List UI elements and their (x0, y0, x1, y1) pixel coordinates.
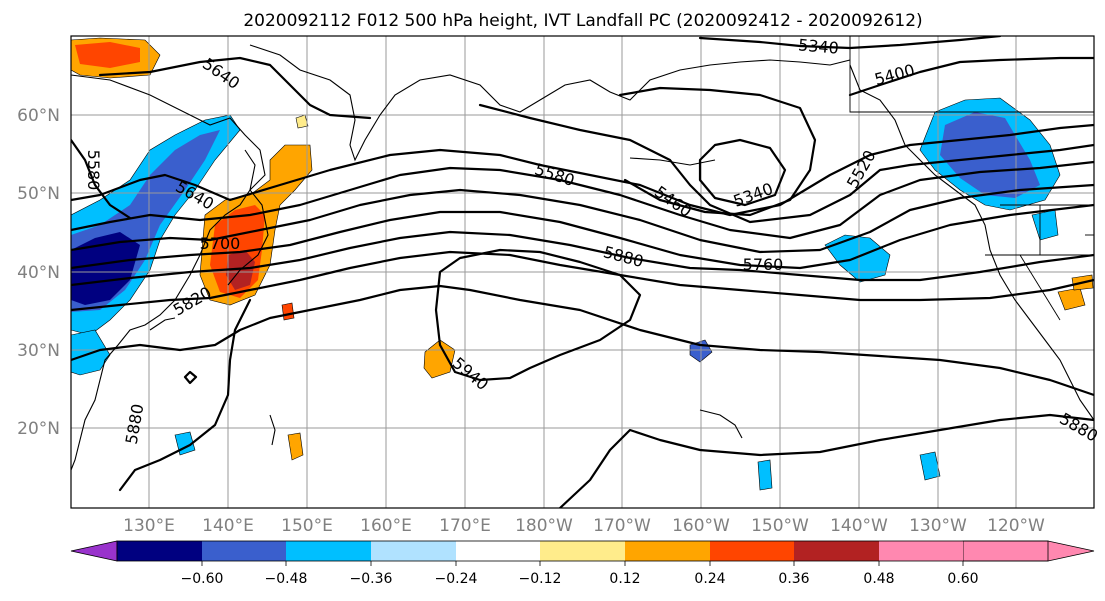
contour-5700 (71, 203, 1094, 270)
longitude-labels: 130°E 140°E 150°E 160°E 170°E 180°W 170°… (123, 516, 1045, 536)
contour-5760 (71, 230, 1094, 287)
contour-label-5580-mid: 5580 (532, 159, 577, 190)
colorbar-segment (117, 541, 202, 561)
colorbar-segment (625, 541, 710, 561)
contour-5880-se (558, 413, 1094, 508)
lat-label: 60°N (17, 106, 60, 126)
colorbar-tick-label: 0.36 (778, 571, 809, 587)
colorbar-tick-label: −0.48 (265, 571, 308, 587)
plot-title: 2020092112 F012 500 hPa height, IVT Land… (243, 11, 922, 31)
contour-low-center (698, 138, 787, 207)
shade-positive-patch4 (1057, 287, 1086, 311)
contour-5880-sw (118, 298, 252, 492)
lat-label: 30°N (17, 341, 60, 361)
colorbar-tick-label: −0.60 (181, 571, 224, 587)
contour-5400-north (848, 56, 1094, 97)
shade-negative-east-mid (940, 112, 1040, 198)
contour-5340-low (618, 86, 817, 217)
contour-5460 (478, 103, 1094, 224)
contour-small-circle (183, 370, 198, 385)
colorbar-tick-label: 0.12 (609, 571, 640, 587)
contour-label-5820: 5820 (170, 283, 215, 320)
contour-labels: 5340 5400 5640 5580 5580 5640 5700 5820 … (84, 35, 1101, 445)
height-contours (71, 36, 1094, 508)
contour-5580 (71, 183, 1094, 254)
colorbar-segment (286, 541, 371, 561)
lon-label: 160°E (360, 516, 412, 536)
contour-label-5880-mid: 5880 (601, 242, 645, 271)
map-panel: 5340 5400 5640 5580 5580 5640 5700 5820 … (17, 35, 1101, 536)
colorbar-segment (456, 541, 540, 561)
colorbar-extend-high (962, 540, 1095, 562)
lat-label: 20°N (17, 419, 60, 439)
lon-label: 160°W (672, 516, 730, 536)
shade-negative-south3 (919, 451, 941, 481)
colorbar: −0.60 −0.48 −0.36 −0.24 −0.12 0.12 0.24 … (70, 540, 1095, 587)
colorbar-segment (710, 541, 794, 561)
colorbar-segment (540, 541, 625, 561)
colorbar-tick-label: 0.60 (947, 571, 978, 587)
lon-label: 150°W (751, 516, 809, 536)
latitude-labels: 60°N 50°N 40°N 30°N 20°N (17, 106, 60, 439)
colorbar-extend-low (70, 540, 118, 562)
shade-negative-west-core (71, 232, 140, 305)
colorbar-tick-label: 0.48 (863, 571, 894, 587)
lon-label: 150°E (281, 516, 333, 536)
contour-label-5340-north: 5340 (797, 35, 839, 57)
colorbar-outline (116, 540, 1049, 562)
lon-label: 140°E (202, 516, 254, 536)
contour-5580-west (71, 138, 132, 220)
borders (849, 36, 1094, 321)
lon-label: 170°E (439, 516, 491, 536)
shade-negative-south2 (757, 459, 773, 491)
colorbar-segment (371, 541, 456, 561)
lon-label: 130°W (909, 516, 967, 536)
contour-label-5700: 5700 (200, 234, 241, 253)
lat-label: 50°N (17, 184, 60, 204)
lon-label: 130°E (123, 516, 175, 536)
contour-5880-south (71, 284, 1094, 397)
contour-5520 (71, 160, 1094, 240)
contour-label-5400: 5400 (872, 60, 916, 89)
colorbar-segment (794, 541, 879, 561)
shade-positive-patch6 (295, 114, 309, 129)
contour-label-5520: 5520 (843, 147, 880, 192)
colorbar-ticks (201, 561, 964, 566)
shade-positive-patch2 (287, 432, 304, 461)
shade-negative-east-blob3 (1031, 209, 1059, 241)
lon-label: 120°W (987, 516, 1045, 536)
contour-5640-nw (98, 56, 372, 120)
contour-label-5340-low: 5340 (731, 179, 776, 211)
shade-positive-patch3 (281, 302, 295, 321)
contour-5880-high (434, 248, 642, 382)
graticule (71, 36, 1094, 508)
contour-label-5880-sw: 5880 (122, 402, 148, 445)
contour-5340-north (698, 36, 1002, 50)
map-frame (70, 35, 1095, 509)
colorbar-tick-label: −0.12 (519, 571, 562, 587)
lat-label: 40°N (17, 263, 60, 283)
lon-label: 180°W (515, 516, 573, 536)
shade-positive-topleft-core (75, 42, 140, 68)
colorbar-tick-labels: −0.60 −0.48 −0.36 −0.24 −0.12 0.12 0.24 … (181, 571, 979, 587)
contour-label-5580-west: 5580 (84, 150, 103, 191)
colorbar-segment (202, 541, 286, 561)
contour-label-5460: 5460 (651, 182, 695, 221)
contour-label-5940: 5940 (449, 353, 492, 394)
contour-5820 (71, 250, 1094, 312)
contour-5640-west (71, 123, 1094, 217)
colorbar-segment (879, 541, 963, 561)
ivt-shading (71, 37, 1094, 491)
colorbar-tick-label: −0.24 (435, 571, 478, 587)
shade-negative-east-blob1 (824, 234, 891, 283)
contour-label-5760: 5760 (743, 255, 784, 274)
lon-label: 170°W (593, 516, 651, 536)
lon-label: 140°W (830, 516, 888, 536)
colorbar-tick-label: −0.36 (350, 571, 393, 587)
colorbar-tick-label: 0.24 (694, 571, 725, 587)
